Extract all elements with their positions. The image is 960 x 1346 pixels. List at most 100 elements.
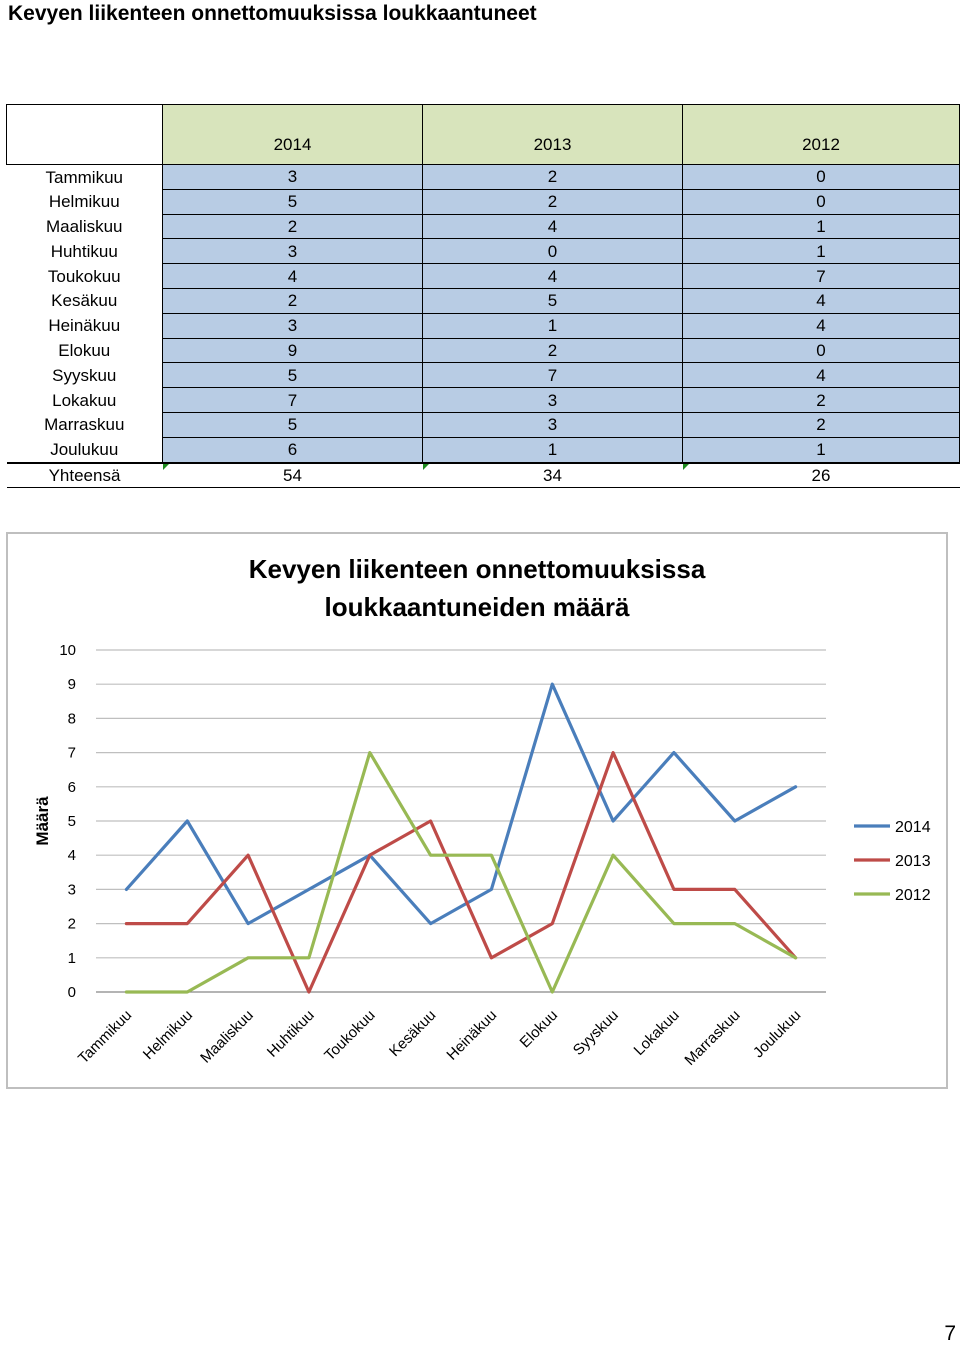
row-label: Helmikuu (6, 189, 163, 215)
table-cell: 3 (422, 411, 683, 438)
legend-label: 2014 (895, 819, 931, 836)
chart-title-line1: Kevyen liikenteen onnettomuuksissa (249, 554, 706, 584)
table-body: Tammikuu 3 2 0 Helmikuu 5 2 0 Maaliskuu 2 4 1 Huhtik… (6, 164, 960, 489)
table-cell: 1 (682, 238, 960, 265)
table-row: Maaliskuu 2 4 1 (6, 213, 960, 240)
y-tick-label: 7 (68, 745, 76, 762)
table-row: Toukokuu 4 4 7 (6, 263, 960, 289)
x-tick-label: Maaliskuu (197, 1007, 257, 1067)
legend-label: 2013 (895, 853, 931, 870)
table-cell: 2 (422, 337, 683, 364)
table-row: Kesäkuu 2 5 4 (6, 287, 960, 314)
table-cell: 4 (682, 287, 960, 314)
table-cell: 3 (162, 312, 423, 339)
table-corner-cell (6, 104, 163, 165)
table-cell: 2 (682, 387, 960, 413)
x-tick-label: Toukokuu (321, 1007, 378, 1064)
y-axis-label: Määrä (33, 796, 52, 846)
table-cell: 5 (162, 188, 423, 215)
y-tick-label: 3 (68, 881, 76, 898)
y-tick-label: 8 (68, 710, 76, 727)
table-cell: 1 (682, 436, 960, 464)
row-label: Heinäkuu (6, 313, 163, 339)
row-label: Marraskuu (6, 412, 163, 438)
legend-label: 2012 (895, 887, 931, 904)
table-row: Helmikuu 5 2 0 (6, 188, 960, 215)
table-cell: 3 (422, 387, 683, 413)
table-cell: 3 (162, 238, 423, 265)
table-cell: 1 (682, 213, 960, 240)
x-tick-label: Huhtikuu (264, 1007, 318, 1061)
x-tick-label: Kesäkuu (386, 1007, 439, 1060)
table-header-row: 2014 2013 2012 (6, 104, 960, 165)
y-tick-label: 1 (68, 950, 76, 967)
table-cell: 7 (162, 387, 423, 413)
y-tick-label: 10 (59, 642, 76, 659)
y-tick-label: 2 (68, 916, 76, 933)
y-tick-label: 9 (68, 676, 76, 693)
table-cell: 2 (162, 287, 423, 314)
x-tick-label: Syyskuu (570, 1007, 622, 1059)
page-title: Kevyen liikenteen onnettomuuksissa loukk… (8, 2, 537, 25)
chart-container: Kevyen liikenteen onnettomuuksissa loukka… (6, 532, 948, 1089)
total-label: Yhteensä (6, 461, 163, 489)
total-cell: 34 (422, 461, 683, 489)
y-tick-label: 0 (68, 984, 76, 1001)
table-row: Marraskuu 5 3 2 (6, 411, 960, 438)
x-tick-label: Heinäkuu (443, 1007, 500, 1064)
table-row: Elokuu 9 2 0 (6, 337, 960, 364)
x-tick-label: Marraskuu (681, 1007, 743, 1069)
column-header: 2014 (162, 104, 423, 165)
table-cell: 0 (682, 188, 960, 215)
table-cell: 5 (162, 362, 423, 389)
table-cell: 4 (682, 362, 960, 389)
x-tick-label: Joulukuu (750, 1007, 804, 1061)
row-label: Kesäkuu (6, 288, 163, 314)
total-cell: 26 (682, 461, 960, 489)
series-line-2012 (124, 751, 798, 994)
row-label: Lokakuu (6, 387, 163, 413)
series-line-2014 (124, 682, 798, 926)
table-cell: 0 (682, 337, 960, 364)
table-row: Tammikuu 3 2 0 (6, 164, 960, 190)
table-cell: 2 (422, 188, 683, 215)
table-cell: 1 (422, 436, 683, 464)
table-cell: 9 (162, 337, 423, 364)
table-cell: 6 (162, 436, 423, 464)
table-cell: 1 (422, 312, 683, 339)
table-cell: 4 (422, 263, 683, 289)
table-cell: 2 (422, 164, 683, 190)
table-cell: 4 (682, 312, 960, 339)
table-cell: 0 (682, 164, 960, 190)
series-line-2013 (124, 751, 798, 994)
row-label: Syyskuu (6, 362, 163, 388)
data-table: 2014 2013 2012 Tammikuu 3 2 0 Helmikuu 5 2 0 Maa… (6, 104, 960, 489)
y-tick-label: 5 (68, 813, 76, 830)
row-label: Elokuu (6, 338, 163, 363)
column-header: 2013 (422, 104, 683, 165)
table-cell: 7 (682, 263, 960, 289)
x-tick-label: Helmikuu (140, 1007, 196, 1063)
table-row: Heinäkuu 3 1 4 (6, 312, 960, 339)
table-cell: 2 (162, 213, 423, 240)
y-tick-label: 4 (68, 847, 76, 864)
page-number: 7 (944, 1322, 956, 1345)
table-row: Syyskuu 5 7 4 (6, 362, 960, 389)
table-cell: 5 (162, 411, 423, 438)
x-tick-label: Tammikuu (75, 1007, 135, 1067)
x-tick-label: Elokuu (517, 1007, 561, 1051)
table-cell: 7 (422, 362, 683, 389)
row-label: Maaliskuu (6, 214, 163, 239)
chart-title-line2: loukkaantuneiden määrä (325, 592, 630, 622)
row-label: Tammikuu (6, 164, 163, 190)
table-row: Huhtikuu 3 0 1 (6, 238, 960, 265)
table-cell: 4 (162, 263, 423, 289)
table-row: Lokakuu 7 3 2 (6, 387, 960, 413)
table-cell: 0 (422, 238, 683, 265)
total-cell: 54 (162, 461, 423, 489)
y-tick-label: 6 (68, 779, 76, 796)
row-label: Toukokuu (6, 263, 163, 289)
table-cell: 5 (422, 287, 683, 314)
column-header: 2012 (682, 104, 960, 165)
x-tick-label: Lokakuu (631, 1007, 683, 1059)
